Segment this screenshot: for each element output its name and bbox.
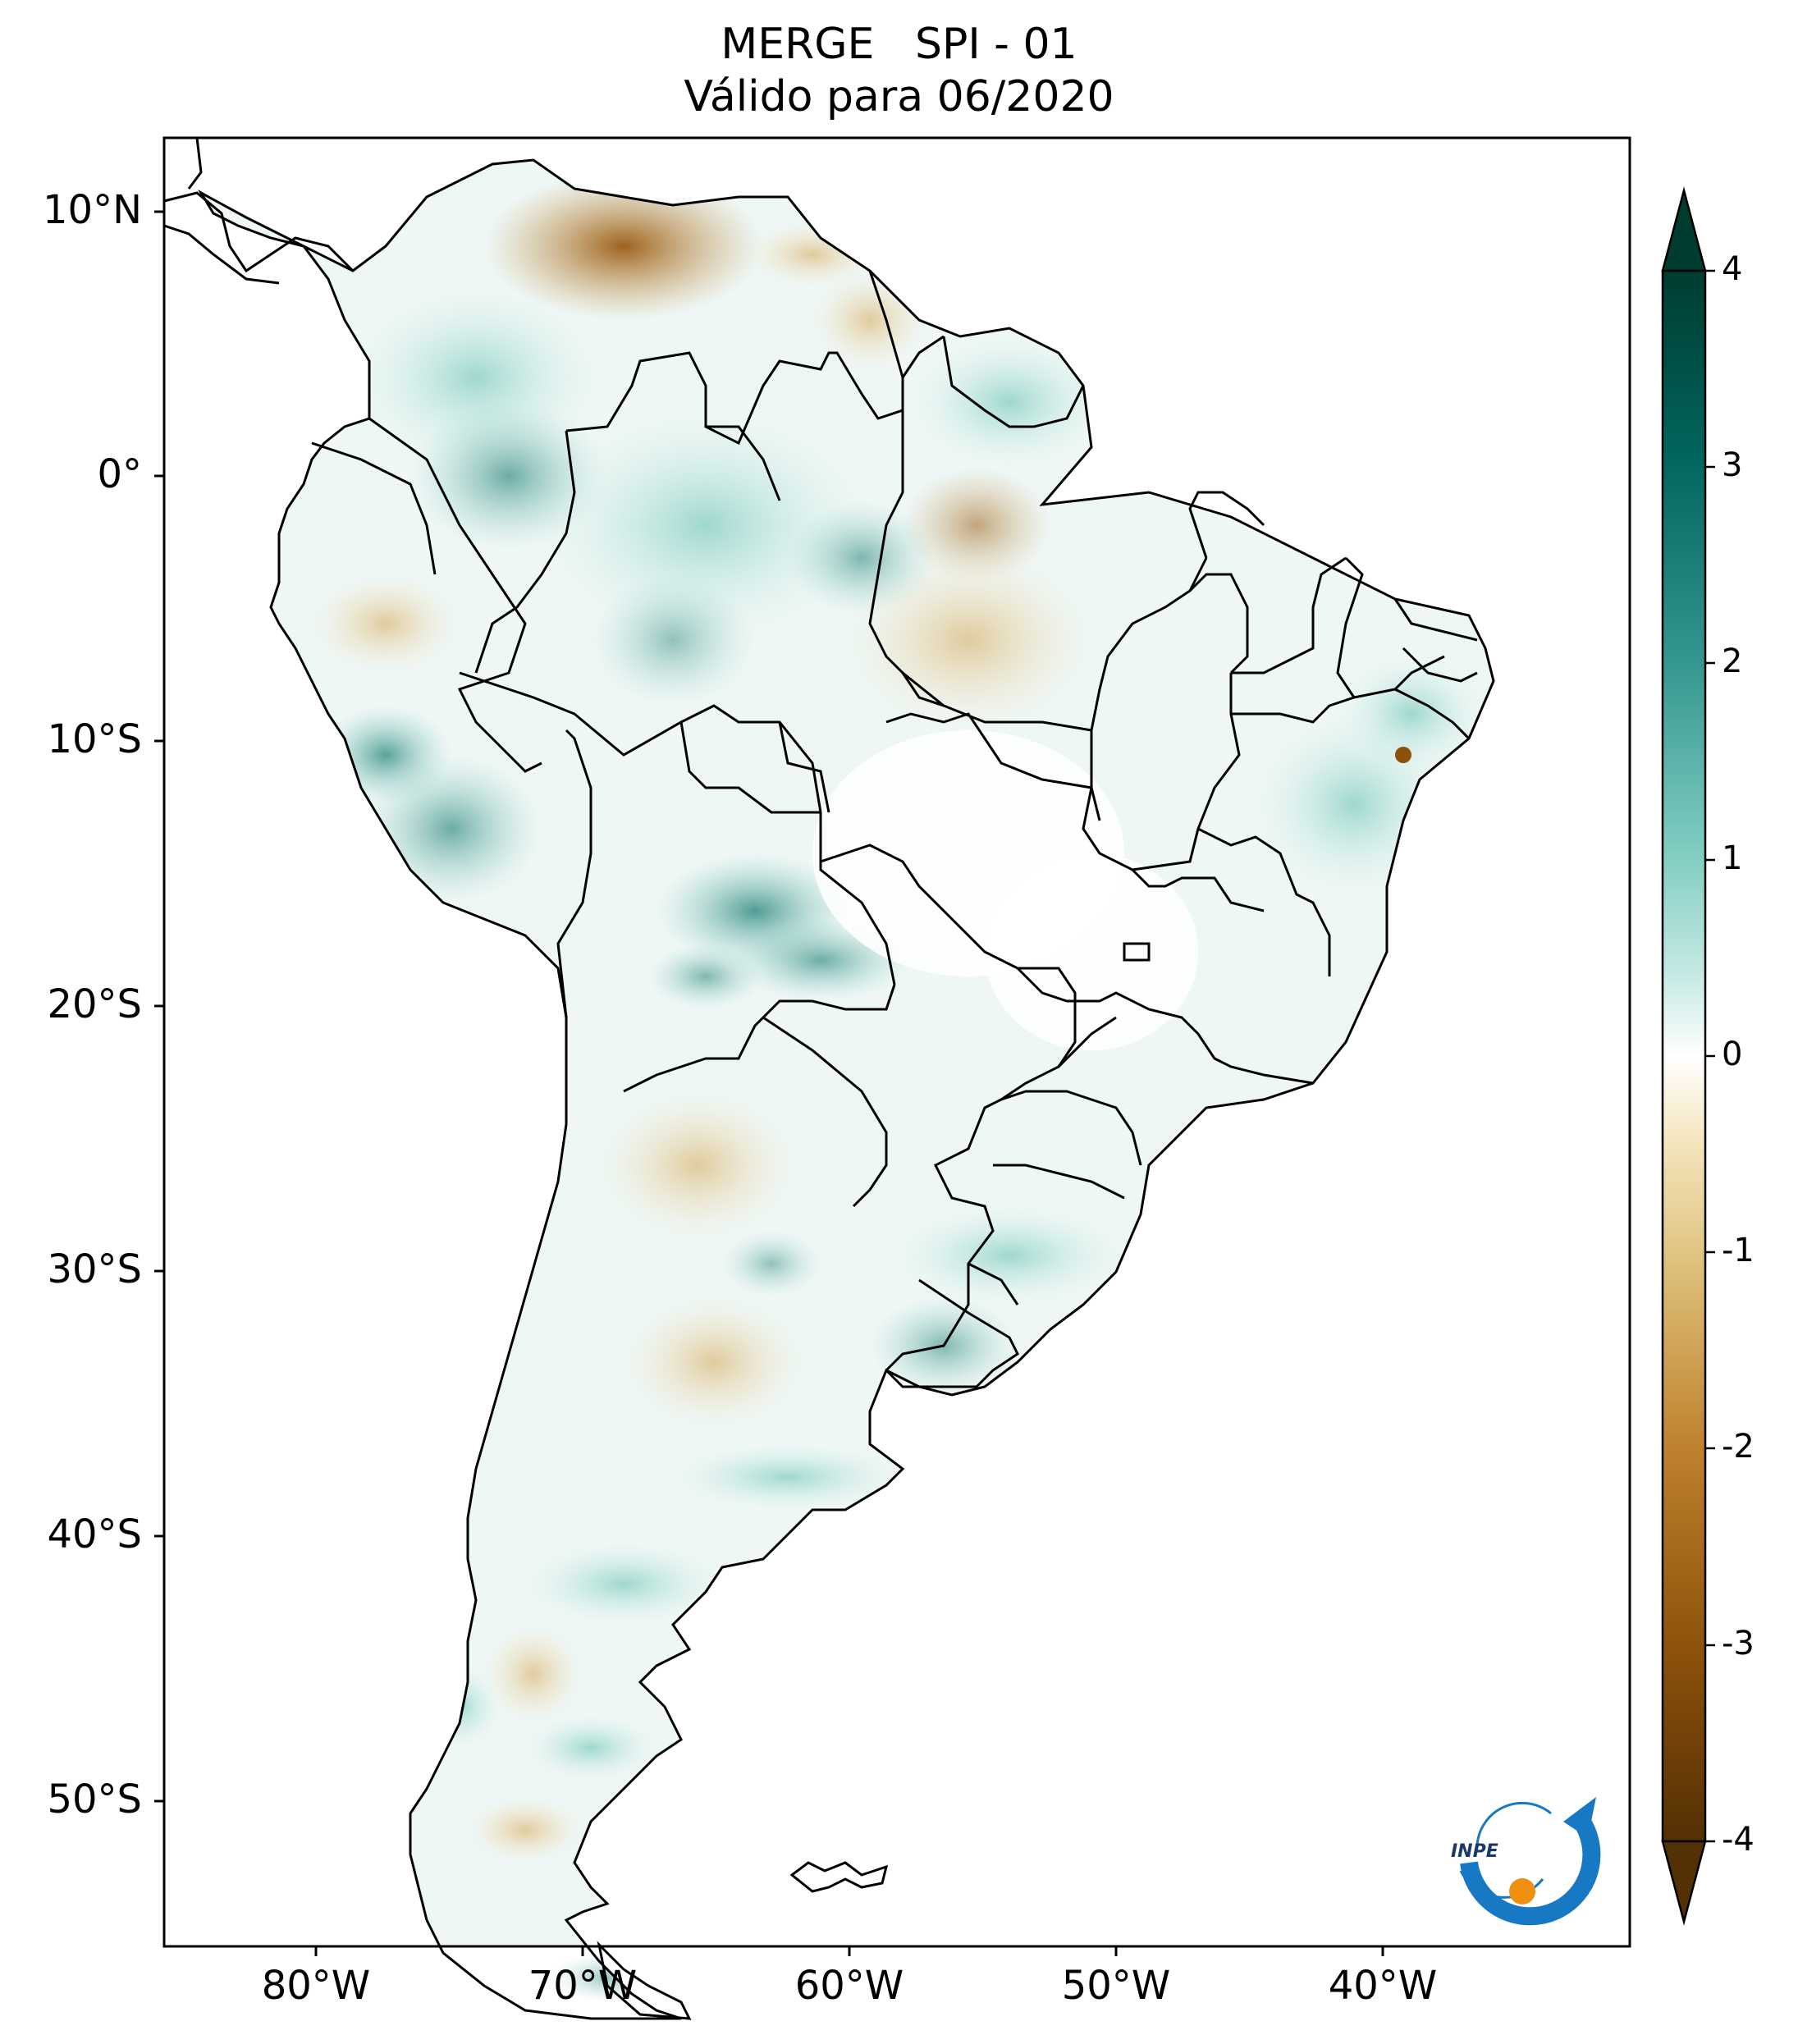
lat-label-40s: 40°S bbox=[47, 1511, 142, 1557]
lon-ticks bbox=[314, 1946, 1384, 1956]
lon-label-80w: 80°W bbox=[261, 1963, 371, 2009]
central-america-coast bbox=[163, 191, 355, 273]
map-axes-frame bbox=[162, 136, 1631, 1948]
lat-label-0: 0° bbox=[97, 451, 142, 497]
colorbar-label-minus-2: -2 bbox=[1722, 1428, 1755, 1466]
political-borders bbox=[311, 270, 1478, 1388]
colorbar-label-1: 1 bbox=[1722, 839, 1743, 877]
central-america-coast-north bbox=[187, 137, 203, 190]
inpe-logo-text: INPE bbox=[1451, 1841, 1498, 1862]
colorbar-body bbox=[1661, 269, 1707, 1843]
colorbar bbox=[1661, 186, 1715, 1926]
lat-label-50s: 50°S bbox=[47, 1776, 142, 1822]
colorbar-label-4: 4 bbox=[1722, 250, 1743, 288]
lon-label-40w: 40°W bbox=[1328, 1963, 1438, 2009]
colorbar-label-3: 3 bbox=[1722, 446, 1743, 484]
lat-label-10s: 10°S bbox=[47, 716, 142, 762]
inpe-logo-icon bbox=[1459, 1797, 1601, 1926]
colorbar-label-0: 0 bbox=[1722, 1036, 1743, 1073]
tierra-del-fuego bbox=[597, 1941, 692, 2020]
falkland-islands bbox=[789, 1861, 889, 1893]
lat-label-20s: 20°S bbox=[47, 981, 142, 1027]
lat-ticks bbox=[154, 210, 164, 1803]
lat-label-30s: 30°S bbox=[47, 1246, 142, 1292]
colorbar-label-minus-3: -3 bbox=[1722, 1625, 1755, 1662]
lon-label-70w: 70°W bbox=[528, 1963, 638, 2009]
colorbar-min-extension bbox=[1661, 1840, 1707, 1926]
colorbar-label-minus-1: -1 bbox=[1722, 1232, 1755, 1269]
colorbar-label-2: 2 bbox=[1722, 642, 1743, 680]
map-title: MERGE SPI - 01 bbox=[721, 20, 1077, 69]
lon-label-50w: 50°W bbox=[1061, 1963, 1171, 2009]
colorbar-max-extension bbox=[1661, 186, 1707, 272]
lat-label-10n: 10°N bbox=[43, 187, 142, 233]
colorbar-ticks bbox=[1705, 269, 1715, 1843]
lon-label-60w: 60°W bbox=[794, 1963, 904, 2009]
panama-coast bbox=[163, 224, 280, 285]
map-subtitle: Válido para 06/2020 bbox=[684, 72, 1114, 121]
colorbar-label-minus-4: -4 bbox=[1722, 1821, 1755, 1859]
